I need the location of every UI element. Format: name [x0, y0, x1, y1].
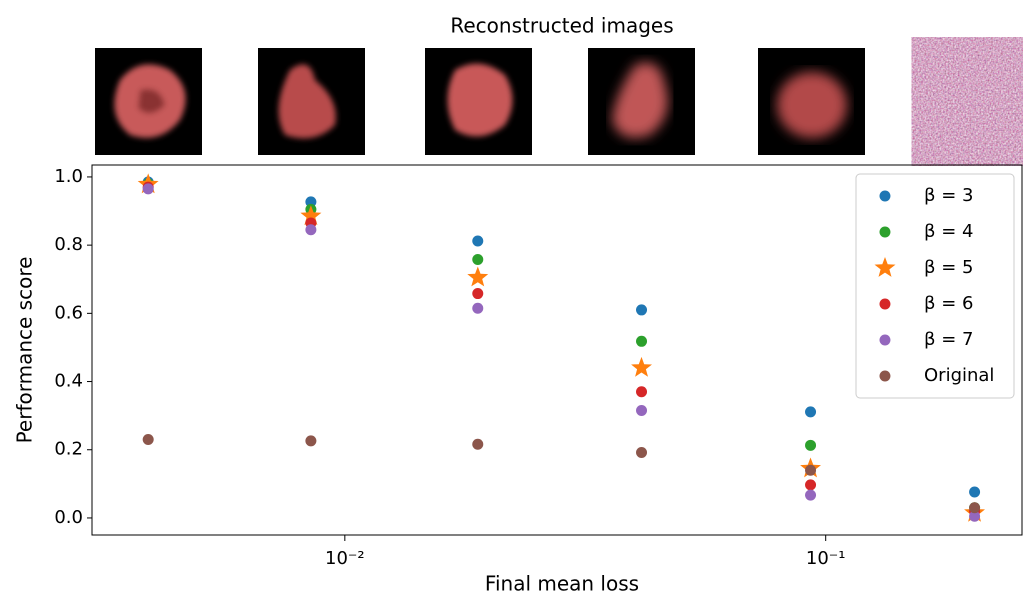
- point: [805, 406, 816, 417]
- legend-label: β = 7: [924, 329, 973, 350]
- point: [472, 439, 483, 450]
- point: [636, 447, 647, 458]
- thumbnail: [922, 48, 1023, 155]
- chart: Reconstructed images Final mean loss Per…: [0, 0, 1023, 599]
- y-tick-label: 0.8: [54, 234, 83, 255]
- y-tick-label: 0.6: [54, 302, 83, 323]
- star-point: [631, 357, 652, 377]
- page: {"chart_data": {"type": "scatter", "titl…: [0, 0, 1023, 599]
- point: [636, 405, 647, 416]
- chart-title: Reconstructed images: [450, 14, 673, 38]
- point: [305, 224, 316, 235]
- point: [636, 386, 647, 397]
- point: [805, 490, 816, 501]
- thumbnails: [95, 48, 1023, 155]
- legend-label: β = 5: [924, 257, 973, 278]
- point: [143, 183, 154, 194]
- point: [472, 303, 483, 314]
- star-point: [467, 267, 488, 287]
- point: [969, 502, 980, 513]
- y-tick-label: 1.0: [54, 166, 83, 187]
- point: [880, 371, 891, 382]
- x-axis-label: Final mean loss: [485, 572, 639, 596]
- point: [880, 227, 891, 238]
- point: [472, 254, 483, 265]
- y-axis-label: Performance score: [13, 257, 37, 444]
- y-tick-label: 0.0: [54, 507, 83, 528]
- point: [805, 465, 816, 476]
- point: [880, 299, 891, 310]
- point: [472, 288, 483, 299]
- point: [305, 435, 316, 446]
- point: [143, 434, 154, 445]
- point: [636, 304, 647, 315]
- legend-label: β = 3: [924, 185, 973, 206]
- y-tick-label: 0.4: [54, 371, 83, 392]
- x-tick-label: 10⁻¹: [806, 548, 846, 569]
- point: [880, 191, 891, 202]
- point: [636, 336, 647, 347]
- point: [472, 236, 483, 247]
- point: [969, 487, 980, 498]
- point: [880, 335, 891, 346]
- legend-label: β = 6: [924, 293, 973, 314]
- y-tick-label: 0.2: [54, 439, 83, 460]
- legend-label: β = 4: [924, 221, 973, 242]
- legend-label: Original: [924, 365, 994, 386]
- point: [805, 440, 816, 451]
- point: [805, 479, 816, 490]
- x-tick-label: 10⁻²: [325, 548, 365, 569]
